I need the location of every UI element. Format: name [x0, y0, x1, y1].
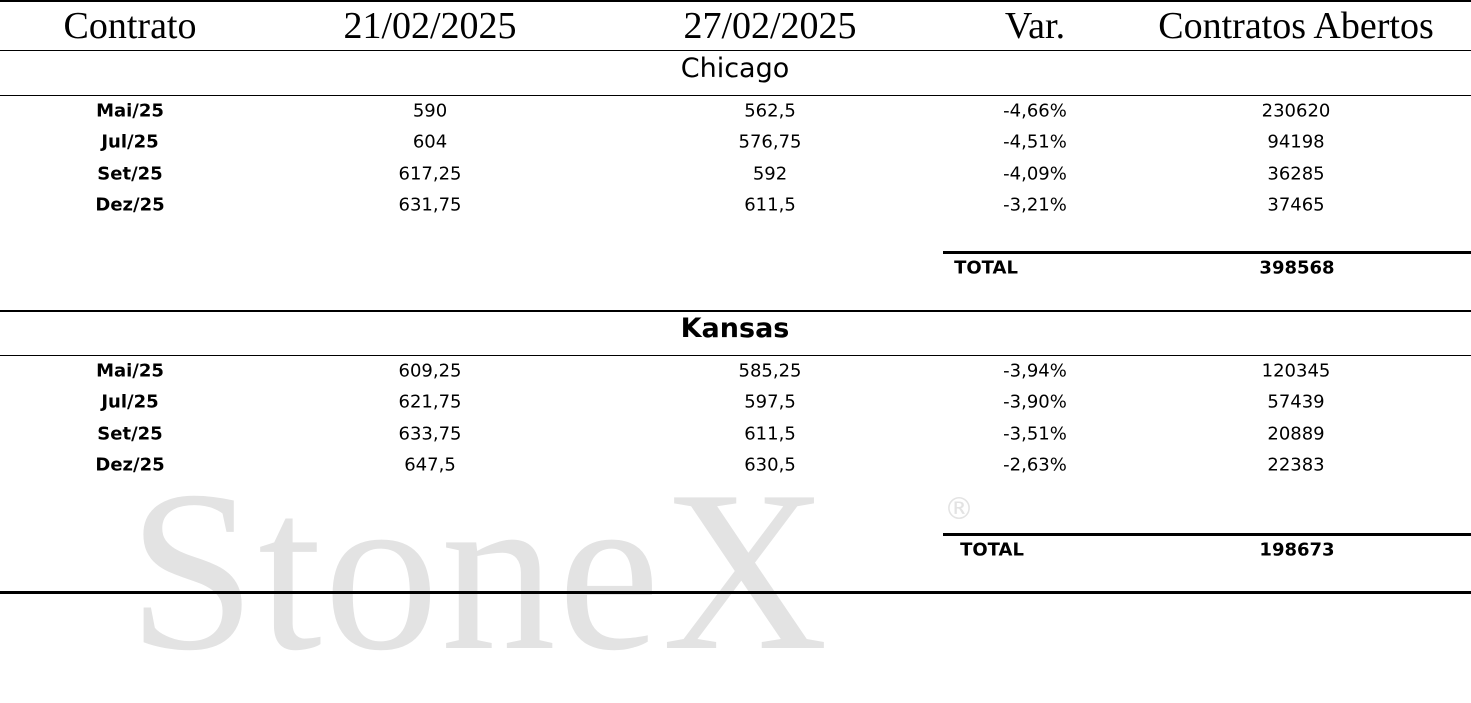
cell: -3,51% — [1003, 423, 1067, 445]
cell: 611,5 — [744, 423, 796, 445]
rule — [0, 591, 1471, 594]
cell: 609,25 — [398, 360, 462, 382]
cell: -3,90% — [1003, 391, 1067, 413]
cell: -4,09% — [1003, 163, 1067, 185]
section-title: Kansas — [680, 313, 790, 344]
cell: 604 — [412, 131, 448, 153]
cell: 36285 — [1267, 163, 1325, 185]
total-value: 398568 — [1259, 257, 1335, 279]
rule — [943, 251, 1471, 254]
cell: 57439 — [1267, 391, 1325, 413]
total-value: 198673 — [1259, 539, 1335, 561]
section-title: Chicago — [680, 53, 790, 84]
cell: 621,75 — [398, 391, 462, 413]
row-label: Mai/25 — [96, 360, 164, 382]
column-header: Contratos Abertos — [1158, 5, 1434, 47]
watermark-mark: ® — [944, 492, 974, 527]
rule — [0, 355, 1471, 356]
column-header: 21/02/2025 — [343, 5, 517, 47]
column-header: 27/02/2025 — [683, 5, 857, 47]
cell: 20889 — [1267, 423, 1325, 445]
rule — [0, 50, 1471, 51]
cell: 630,5 — [744, 454, 796, 476]
row-label: Mai/25 — [96, 100, 164, 122]
total-label: TOTAL — [954, 257, 1018, 279]
cell: -4,51% — [1003, 131, 1067, 153]
column-header: Var. — [1004, 5, 1066, 47]
total-label: TOTAL — [960, 539, 1024, 561]
cell: 585,25 — [738, 360, 802, 382]
cell: 611,5 — [744, 194, 796, 216]
cell: -2,63% — [1003, 454, 1067, 476]
rule — [0, 310, 1471, 312]
cell: -3,21% — [1003, 194, 1067, 216]
cell: 230620 — [1261, 100, 1331, 122]
cell: 597,5 — [744, 391, 796, 413]
watermark: StoneX — [128, 443, 830, 698]
cell: 633,75 — [398, 423, 462, 445]
row-label: Dez/25 — [95, 194, 165, 216]
row-label: Jul/25 — [101, 131, 159, 153]
cell: 37465 — [1267, 194, 1325, 216]
cell: 631,75 — [398, 194, 462, 216]
cell: 617,25 — [398, 163, 462, 185]
rule — [943, 533, 1471, 536]
column-header: Contrato — [63, 5, 197, 47]
row-label: Dez/25 — [95, 454, 165, 476]
rule — [0, 95, 1471, 96]
cell: 22383 — [1267, 454, 1325, 476]
cell: 120345 — [1261, 360, 1331, 382]
cell: -3,94% — [1003, 360, 1067, 382]
row-label: Set/25 — [97, 423, 163, 445]
row-label: Set/25 — [97, 163, 163, 185]
cell: 647,5 — [404, 454, 456, 476]
cell: 590 — [412, 100, 448, 122]
cell: 562,5 — [744, 100, 796, 122]
cell: -4,66% — [1003, 100, 1067, 122]
cell: 576,75 — [738, 131, 802, 153]
cell: 94198 — [1267, 131, 1325, 153]
row-label: Jul/25 — [101, 391, 159, 413]
cell: 592 — [752, 163, 788, 185]
rule — [0, 0, 1471, 2]
